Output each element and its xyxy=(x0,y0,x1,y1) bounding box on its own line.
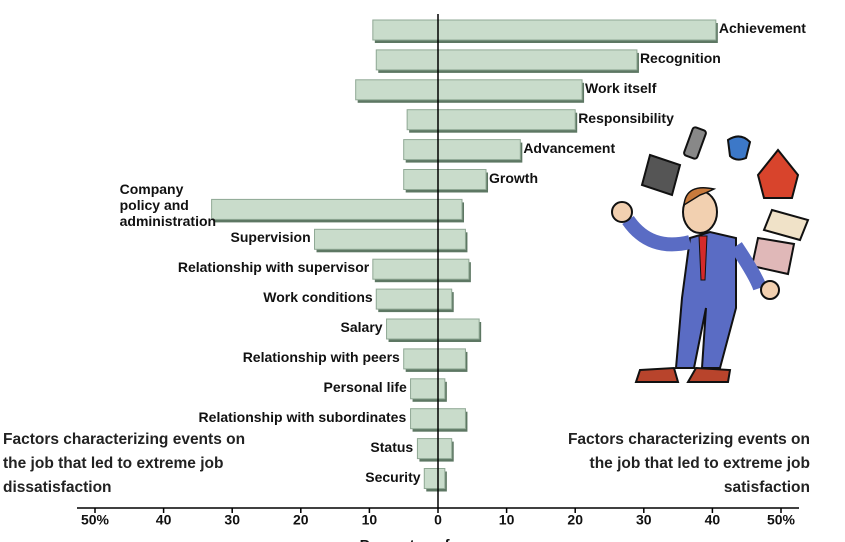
bar xyxy=(437,19,717,41)
category-label: Security xyxy=(365,468,421,485)
bar xyxy=(437,228,466,250)
bar xyxy=(372,19,439,41)
x-tick-label: 40 xyxy=(156,512,172,528)
bar xyxy=(314,228,439,250)
bar xyxy=(437,169,487,190)
bar xyxy=(423,468,439,489)
category-label: Salary xyxy=(340,319,383,335)
x-tick-label: 20 xyxy=(567,512,583,528)
bar xyxy=(386,318,439,340)
category-label: Supervision xyxy=(230,229,311,246)
x-tick-label: 30 xyxy=(636,512,652,528)
bar xyxy=(403,169,439,190)
category-label: Advancement xyxy=(523,139,616,156)
x-tick-label: 40 xyxy=(705,512,721,528)
bars xyxy=(211,19,718,492)
bar xyxy=(437,258,470,280)
x-tick-label: 50% xyxy=(81,512,110,528)
bar xyxy=(416,438,439,460)
category-label: Responsibility xyxy=(578,109,674,126)
x-tick-label: 0 xyxy=(434,512,442,528)
bar xyxy=(403,139,439,161)
bar xyxy=(437,408,466,430)
category-label: Work conditions xyxy=(263,289,373,306)
x-tick-label: 50% xyxy=(767,512,796,528)
category-label: Company policy and administration xyxy=(119,181,217,230)
bar xyxy=(403,348,439,370)
x-tick-label: 30 xyxy=(224,512,240,528)
bar xyxy=(437,139,521,161)
bar xyxy=(437,348,466,370)
bar xyxy=(410,408,439,430)
bar xyxy=(437,49,638,71)
annotation-left: Factors characterizing events on the job… xyxy=(3,431,246,496)
x-tick-label: 10 xyxy=(499,512,515,528)
x-tick-label: 10 xyxy=(362,512,378,528)
bar xyxy=(437,318,480,340)
category-label: Recognition xyxy=(639,49,721,66)
category-label: Achievement xyxy=(718,20,806,36)
bar xyxy=(372,258,439,280)
bar xyxy=(437,288,453,310)
bar xyxy=(437,438,453,460)
category-label: Relationship with subordinates xyxy=(198,408,407,425)
category-label: Relationship with supervisor xyxy=(177,259,370,276)
cartoon xyxy=(611,126,810,383)
x-axis-title: Percentage frequency xyxy=(360,537,517,542)
category-label: Relationship with peers xyxy=(242,348,400,365)
annotation-right: Factors characterizing events on the job… xyxy=(567,431,810,496)
bar xyxy=(211,198,439,220)
bar xyxy=(437,198,463,220)
category-label: Work itself xyxy=(585,79,657,96)
category-label: Status xyxy=(370,438,414,455)
bar xyxy=(406,109,439,131)
bar xyxy=(437,378,446,400)
x-tick-label: 20 xyxy=(293,512,309,528)
bar xyxy=(375,49,439,71)
category-label: Personal life xyxy=(323,378,407,395)
bar xyxy=(437,79,583,101)
bar xyxy=(355,79,439,101)
bar xyxy=(437,468,446,489)
category-label: Growth xyxy=(489,169,539,186)
bar xyxy=(410,378,439,400)
bar xyxy=(437,109,576,131)
bar xyxy=(375,288,439,310)
